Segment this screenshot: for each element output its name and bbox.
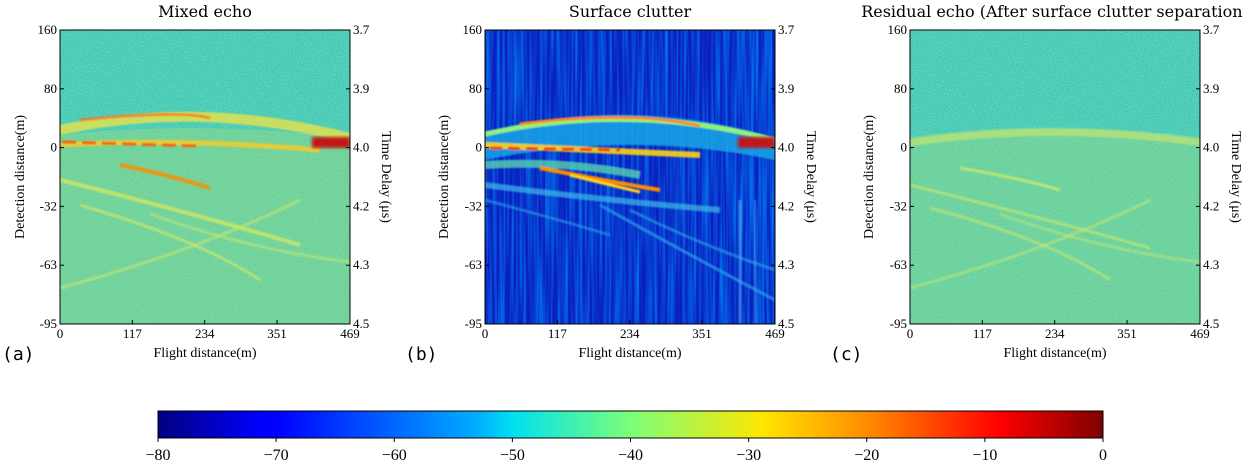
y-right-tick-label: 4.2 bbox=[1203, 198, 1219, 213]
y-tick-label: 160 bbox=[888, 22, 908, 37]
y-tick-label: -95 bbox=[890, 316, 907, 331]
y-tick-label: -63 bbox=[890, 257, 907, 272]
x-tick-label: 0 bbox=[907, 326, 914, 341]
x-tick-label: 117 bbox=[973, 326, 993, 341]
y-tick-label: -32 bbox=[465, 198, 482, 213]
panel-letter: (a) bbox=[2, 344, 35, 365]
y-tick-label: -95 bbox=[40, 316, 57, 331]
y-tick-label: -95 bbox=[465, 316, 482, 331]
x-axis-label: Flight distance(m) bbox=[1003, 346, 1106, 361]
x-tick-label: 469 bbox=[765, 326, 785, 341]
y-right-tick-label: 4.5 bbox=[353, 316, 369, 331]
y-right-tick-label: 4.3 bbox=[353, 257, 369, 272]
y-right-tick-label: 4.0 bbox=[1203, 140, 1219, 155]
colorbar-tick-label: −70 bbox=[264, 447, 289, 464]
x-axis-label: Flight distance(m) bbox=[153, 346, 256, 361]
colorbar-tick-label: −80 bbox=[145, 447, 170, 464]
x-tick-label: 117 bbox=[548, 326, 568, 341]
y-tick-label: 80 bbox=[469, 81, 482, 96]
y-right-tick-label: 4.0 bbox=[778, 140, 794, 155]
y-tick-label: -63 bbox=[465, 257, 482, 272]
y-tick-label: 80 bbox=[44, 81, 57, 96]
y-axis-label: Detection distance(m) bbox=[437, 115, 452, 239]
y-tick-label: 0 bbox=[51, 140, 58, 155]
colorbar-tick-label: −20 bbox=[854, 447, 879, 464]
y-tick-label: 160 bbox=[38, 22, 58, 37]
y-tick-label: -63 bbox=[40, 257, 57, 272]
x-tick-label: 234 bbox=[195, 326, 215, 341]
y-tick-label: 0 bbox=[476, 140, 483, 155]
y-axis-label-right: Time Delay (μs) bbox=[803, 131, 818, 223]
panel-letter: (c) bbox=[830, 344, 863, 365]
y-tick-label: 0 bbox=[901, 140, 908, 155]
x-axis-label: Flight distance(m) bbox=[578, 346, 681, 361]
y-right-tick-label: 3.9 bbox=[1203, 81, 1219, 96]
y-tick-label: -32 bbox=[40, 198, 57, 213]
x-tick-label: 0 bbox=[482, 326, 489, 341]
x-tick-label: 469 bbox=[1190, 326, 1210, 341]
colorbar-tick-label: −40 bbox=[618, 447, 643, 464]
y-axis-label: Detection distance(m) bbox=[862, 115, 877, 239]
panel-title: Residual echo (After surface clutter sep… bbox=[861, 2, 1242, 21]
y-tick-label: 80 bbox=[894, 81, 907, 96]
panel-surface-clutter: Surface clutter (b) Flight distance(m) D… bbox=[405, 2, 818, 365]
y-right-tick-label: 3.9 bbox=[353, 81, 369, 96]
y-tick-label: 160 bbox=[463, 22, 483, 37]
y-right-tick-label: 4.2 bbox=[778, 198, 794, 213]
heatmap-image bbox=[910, 30, 1200, 324]
y-right-tick-label: 4.5 bbox=[1203, 316, 1219, 331]
colorbar-tick-label: −50 bbox=[500, 447, 525, 464]
y-right-tick-label: 4.2 bbox=[353, 198, 369, 213]
colorbar-tick-label: −30 bbox=[736, 447, 761, 464]
y-tick-label: -32 bbox=[890, 198, 907, 213]
y-axis-label-right: Time Delay (μs) bbox=[378, 131, 393, 223]
x-tick-label: 469 bbox=[340, 326, 360, 341]
y-axis-label: Detection distance(m) bbox=[13, 115, 28, 239]
colorbar: −80 −70 −60 −50 −40 −30 −20 −10 0 bbox=[145, 410, 1107, 464]
x-tick-label: 117 bbox=[123, 326, 143, 341]
heatmap-image bbox=[60, 30, 350, 324]
panel-title: Mixed echo bbox=[158, 2, 252, 21]
y-right-tick-label: 3.7 bbox=[778, 22, 795, 37]
panel-letter: (b) bbox=[405, 344, 438, 365]
y-right-tick-label: 4.3 bbox=[778, 257, 794, 272]
colorbar-tick-label: 0 bbox=[1099, 447, 1107, 464]
panel-mixed-echo: Mixed echo (a) Flight distance(m) Detect… bbox=[2, 2, 393, 365]
x-tick-label: 351 bbox=[692, 326, 712, 341]
y-right-tick-label: 3.7 bbox=[353, 22, 370, 37]
panel-title: Surface clutter bbox=[569, 2, 692, 21]
x-tick-label: 0 bbox=[57, 326, 64, 341]
x-tick-label: 234 bbox=[620, 326, 640, 341]
panel-residual-echo: Residual echo (After surface clutter sep… bbox=[830, 2, 1242, 365]
x-tick-label: 351 bbox=[267, 326, 287, 341]
x-tick-label: 234 bbox=[1045, 326, 1065, 341]
heatmap-image bbox=[485, 30, 775, 324]
y-right-tick-label: 4.3 bbox=[1203, 257, 1219, 272]
y-right-tick-label: 4.5 bbox=[778, 316, 794, 331]
x-tick-label: 351 bbox=[1117, 326, 1137, 341]
y-right-tick-label: 4.0 bbox=[353, 140, 369, 155]
y-axis-label-right: Time Delay (μs) bbox=[1228, 131, 1242, 223]
y-right-tick-label: 3.7 bbox=[1203, 22, 1220, 37]
colorbar-gradient bbox=[157, 410, 1104, 439]
y-right-tick-label: 3.9 bbox=[778, 81, 794, 96]
colorbar-tick-label: −60 bbox=[382, 447, 407, 464]
colorbar-tick-label: −10 bbox=[972, 447, 997, 464]
